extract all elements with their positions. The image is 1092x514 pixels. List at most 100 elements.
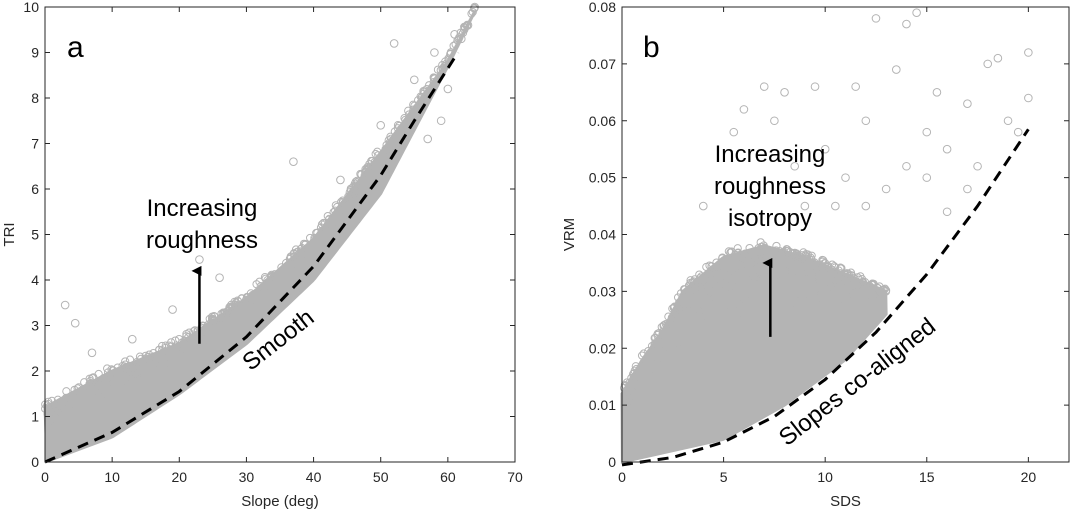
data-point bbox=[46, 406, 55, 415]
data-point bbox=[712, 269, 721, 278]
data-point bbox=[322, 225, 331, 234]
data-point bbox=[695, 270, 704, 279]
data-point bbox=[337, 197, 346, 207]
data-point bbox=[365, 159, 374, 169]
data-point bbox=[729, 127, 739, 137]
data-point bbox=[289, 157, 298, 166]
annotation-line: isotropy bbox=[728, 205, 812, 232]
data-point bbox=[225, 309, 234, 319]
data-point bbox=[688, 278, 697, 287]
data-point bbox=[650, 372, 659, 381]
data-point bbox=[707, 288, 716, 298]
data-point bbox=[103, 375, 112, 384]
data-point bbox=[149, 352, 158, 361]
y-tick-label: 10 bbox=[23, 0, 39, 15]
data-point bbox=[773, 276, 782, 286]
data-point bbox=[794, 285, 803, 294]
data-point bbox=[226, 303, 235, 313]
data-point bbox=[62, 393, 71, 402]
panel-a-x-ticks: 0 10 20 30 40 50 60 70 bbox=[41, 7, 523, 485]
data-point bbox=[47, 396, 56, 405]
data-point bbox=[349, 187, 358, 196]
y-tick-label: 0 bbox=[608, 454, 616, 470]
data-point bbox=[190, 340, 199, 350]
data-point bbox=[790, 161, 800, 171]
panel-b-annotation: Increasing roughness isotropy bbox=[714, 141, 826, 337]
data-point bbox=[841, 173, 850, 182]
data-point bbox=[855, 275, 864, 284]
data-point bbox=[289, 249, 298, 258]
data-point bbox=[684, 305, 693, 314]
data-point bbox=[409, 75, 419, 85]
panel-b-y-axis-label: VRM bbox=[561, 218, 578, 251]
y-tick-label: 1 bbox=[31, 409, 39, 425]
data-point bbox=[438, 65, 447, 74]
data-point bbox=[309, 238, 319, 248]
data-point bbox=[667, 313, 676, 322]
data-point bbox=[164, 351, 173, 360]
data-point bbox=[456, 34, 466, 44]
y-tick-label: 0.08 bbox=[589, 0, 616, 15]
panel-b-boundary bbox=[621, 128, 1030, 467]
data-point bbox=[810, 82, 820, 91]
data-point bbox=[436, 116, 446, 126]
y-tick-label: 8 bbox=[31, 90, 39, 106]
data-point bbox=[291, 245, 301, 254]
data-point bbox=[106, 386, 116, 395]
data-point bbox=[680, 299, 690, 308]
data-point bbox=[848, 295, 857, 304]
data-point bbox=[831, 201, 840, 211]
data-point bbox=[446, 48, 455, 57]
data-point bbox=[135, 352, 145, 361]
data-point bbox=[750, 296, 759, 306]
data-point bbox=[408, 111, 417, 120]
data-point bbox=[787, 259, 796, 268]
data-point bbox=[814, 279, 823, 288]
data-point bbox=[720, 284, 729, 293]
data-point bbox=[628, 388, 637, 397]
data-point bbox=[74, 383, 83, 392]
data-point bbox=[189, 327, 198, 336]
data-point bbox=[804, 254, 813, 263]
data-point bbox=[820, 290, 830, 299]
data-point bbox=[707, 276, 716, 285]
data-point bbox=[713, 281, 722, 291]
data-point bbox=[155, 345, 164, 354]
data-point bbox=[787, 298, 796, 307]
data-point bbox=[389, 39, 399, 48]
data-point bbox=[726, 307, 735, 316]
x-tick-label: 15 bbox=[919, 469, 935, 485]
data-point bbox=[724, 299, 734, 308]
data-point bbox=[847, 271, 856, 280]
data-point bbox=[648, 370, 657, 379]
data-point bbox=[354, 185, 363, 195]
panel-a-annotation: Increasing roughness bbox=[146, 195, 258, 344]
data-point bbox=[401, 115, 410, 124]
y-tick-label: 0.07 bbox=[589, 56, 616, 72]
data-point bbox=[843, 296, 852, 306]
data-point bbox=[759, 82, 769, 91]
data-point bbox=[639, 349, 648, 358]
data-point bbox=[782, 267, 791, 276]
data-point bbox=[103, 379, 113, 388]
data-point bbox=[869, 279, 878, 288]
data-point bbox=[819, 268, 828, 278]
data-point bbox=[620, 400, 629, 409]
x-tick-label: 5 bbox=[720, 469, 728, 485]
panel-a-scatter-cloud bbox=[41, 2, 480, 464]
data-point bbox=[217, 321, 226, 330]
data-point bbox=[788, 249, 797, 258]
data-point bbox=[820, 144, 830, 154]
data-point bbox=[733, 249, 742, 258]
x-tick-label: 20 bbox=[171, 469, 187, 485]
data-point bbox=[410, 101, 419, 110]
data-point bbox=[842, 269, 852, 278]
data-point bbox=[629, 383, 639, 392]
data-point bbox=[759, 241, 768, 250]
data-point bbox=[792, 249, 801, 258]
data-point bbox=[834, 296, 843, 305]
data-point bbox=[125, 355, 135, 364]
data-point bbox=[655, 328, 664, 338]
data-point bbox=[198, 340, 207, 349]
data-point bbox=[227, 316, 236, 325]
